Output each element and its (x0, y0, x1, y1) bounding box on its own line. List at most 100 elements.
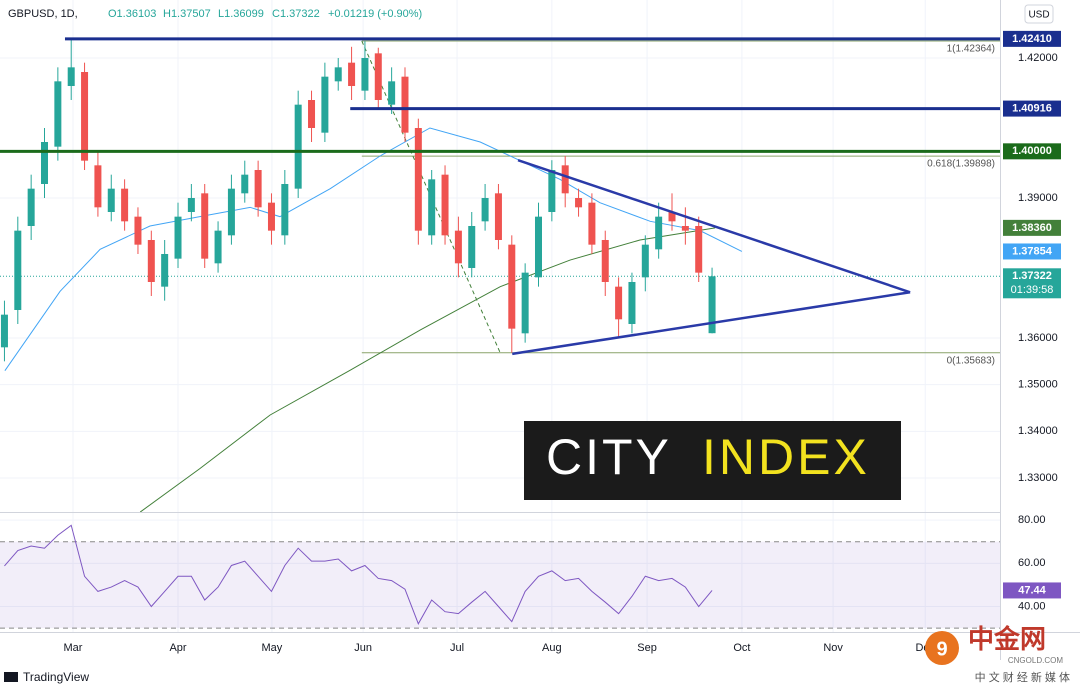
watermark-box (524, 421, 901, 500)
candle-body (468, 225, 476, 268)
x-tick-label: Nov (823, 642, 843, 654)
axis-price-label (1003, 143, 1061, 160)
countdown: 01:39:58 (1011, 284, 1054, 296)
candle-body (575, 197, 583, 208)
candle-body (454, 230, 462, 264)
candle-body (161, 253, 169, 287)
x-tick-label: Aug (542, 642, 562, 654)
y-tick-label: 1.35000 (1018, 379, 1058, 391)
candle-body (254, 169, 262, 208)
brand: TradingView (23, 670, 89, 684)
candle-body (561, 165, 569, 194)
plot: 1(1.42364) 0.618(1.39898) 0(1.35683) (0, 37, 1000, 625)
candle-body (54, 81, 62, 147)
axis-price-label (1003, 268, 1061, 299)
trendline (517, 159, 911, 294)
candle-body (414, 128, 422, 231)
candle-body (121, 188, 129, 222)
candle-body (655, 216, 663, 250)
candle-body (388, 81, 396, 105)
watermark-word: INDEX (702, 429, 870, 485)
ohlc: H1.37507 (163, 8, 211, 20)
rsi-band (0, 541, 1000, 629)
candle-body (281, 183, 289, 236)
candle-body (548, 169, 556, 212)
site-tagline: 中 文 财 经 新 媒 体 (975, 670, 1070, 684)
rsi-tick-label: 40.00 (1018, 600, 1046, 612)
candle-body (641, 244, 649, 278)
candle-body (67, 67, 75, 87)
watermark-word: CITY (546, 429, 672, 485)
candle-body (294, 104, 302, 189)
rsi-line (4, 524, 713, 625)
moving-average (4, 127, 743, 371)
x-tick-label: Jul (450, 642, 464, 654)
currency-button[interactable] (1024, 4, 1054, 24)
candle-body (615, 286, 623, 320)
site-url: CNGOLD.COM (1008, 656, 1063, 665)
candle-body (494, 193, 502, 240)
candle-body (94, 165, 102, 208)
candle-body (147, 239, 155, 282)
candle-body (267, 202, 275, 231)
y-tick-label: 1.36000 (1018, 332, 1058, 344)
axis-price-label (1003, 219, 1061, 236)
candle-body (81, 72, 89, 161)
axis-price-text: 1.38360 (1012, 222, 1052, 234)
candle-body (681, 225, 689, 231)
candle-body (27, 188, 35, 226)
candle-body (668, 211, 676, 222)
candle-body (481, 197, 489, 222)
candle-body (227, 188, 235, 236)
symbol: GBPUSD, 1D, (8, 8, 78, 20)
candle-body (695, 225, 703, 273)
x-tick-label: Apr (169, 642, 186, 654)
candle-body (521, 272, 529, 334)
axes: MarAprMayJunJulAugSepOctNovDec1.330001.3… (64, 30, 1061, 654)
candle-body (428, 179, 436, 236)
y-tick-label: 1.34000 (1018, 425, 1058, 437)
x-tick-label: May (262, 642, 283, 654)
axis-price-text: 1.42410 (1012, 33, 1052, 45)
y-tick-label: 1.42000 (1018, 52, 1058, 64)
candle-body (214, 230, 222, 264)
candle-body (588, 202, 596, 245)
axis-price-label (1003, 243, 1061, 260)
candle-body (134, 216, 142, 245)
candle-body (187, 197, 195, 212)
candle-body (241, 174, 249, 194)
candle-body (601, 239, 609, 282)
currency[interactable]: USD (1028, 10, 1049, 21)
axis-price-label (1003, 582, 1061, 599)
axis-price-text: 1.40000 (1012, 145, 1052, 157)
candle-body (14, 230, 22, 310)
x-tick-label: Sep (637, 642, 657, 654)
trendline (512, 291, 911, 356)
candle-body (534, 216, 542, 278)
axis-price-label (1003, 100, 1061, 117)
axis-price-text: 47.44 (1018, 584, 1046, 596)
candle-body (334, 67, 342, 82)
y-tick-label: 1.33000 (1018, 472, 1058, 484)
site-logo-glyph: 9 (936, 638, 947, 660)
candle-body (201, 193, 209, 259)
candle-body (374, 53, 382, 101)
candle-body (107, 188, 115, 212)
candle-body (321, 76, 329, 133)
candle-body (508, 244, 516, 329)
moving-average (139, 227, 716, 513)
tv-logo (4, 672, 18, 682)
candle-body (401, 76, 409, 133)
candle-body (708, 276, 716, 334)
candle-body (0, 314, 8, 348)
site-logo (925, 631, 959, 665)
candle-body (174, 216, 182, 259)
fib-label: 0(1.35683) (947, 355, 995, 366)
ohlc: C1.37322 (272, 8, 320, 20)
candle-body (628, 281, 636, 324)
axis-price-label (1003, 30, 1061, 47)
axis-price-text: 1.37854 (1012, 245, 1053, 257)
candle-body (348, 62, 356, 87)
